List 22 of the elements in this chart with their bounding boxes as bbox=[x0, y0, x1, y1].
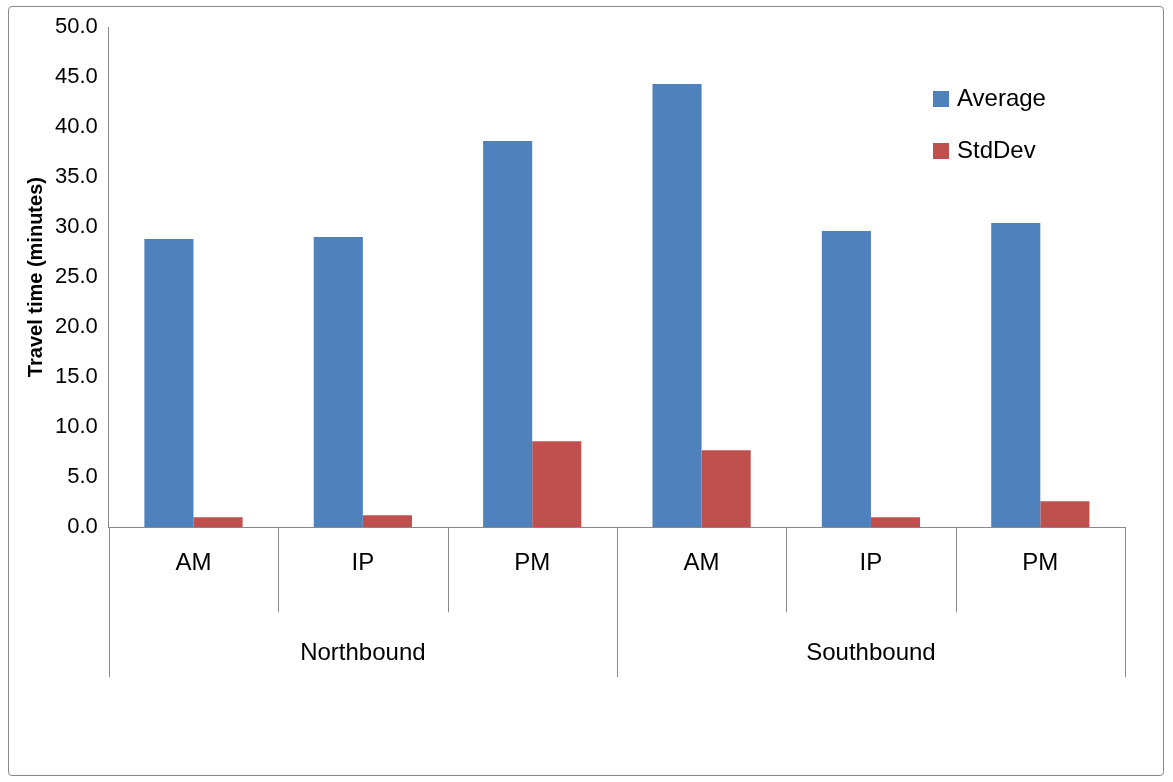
y-tick-label: 15.0 bbox=[54, 363, 98, 389]
y-axis-title: Travel time (minutes) bbox=[23, 177, 46, 378]
x-tick-label: AM bbox=[175, 548, 212, 576]
y-tick-label: 0.0 bbox=[67, 513, 98, 539]
x-tick-label: AM bbox=[683, 548, 720, 576]
x-tick-label: PM bbox=[1022, 548, 1059, 576]
y-tick-label: 45.0 bbox=[54, 63, 98, 89]
y-tick-label: 10.0 bbox=[54, 413, 98, 439]
x-tick-label: PM bbox=[514, 548, 551, 576]
legend-label: StdDev bbox=[957, 135, 1036, 163]
text: Southbound bbox=[806, 637, 936, 665]
legend-label: Average bbox=[957, 83, 1046, 111]
y-tick-label: 35.0 bbox=[54, 163, 98, 189]
y-tick-label: 5.0 bbox=[67, 463, 98, 489]
x-tick-label: IP bbox=[351, 548, 375, 576]
y-tick-label: 50.0 bbox=[54, 13, 98, 39]
text: Northbound bbox=[300, 637, 426, 665]
y-tick-label: 30.0 bbox=[54, 213, 98, 239]
x-tick-label: IP bbox=[859, 548, 883, 576]
y-tick-label: 20.0 bbox=[54, 313, 98, 339]
y-tick-label: 40.0 bbox=[54, 113, 98, 139]
y-tick-label: 25.0 bbox=[54, 263, 98, 289]
